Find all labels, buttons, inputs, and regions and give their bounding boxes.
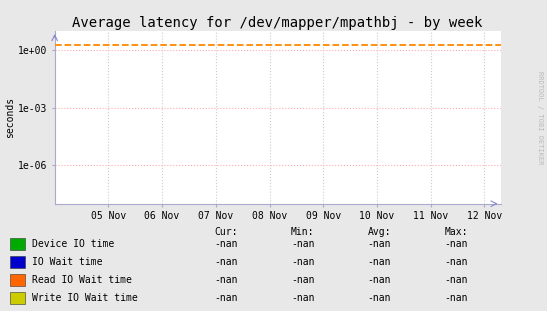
Text: -nan: -nan xyxy=(214,257,238,267)
Text: Device IO time: Device IO time xyxy=(32,239,114,249)
Text: Write IO Wait time: Write IO Wait time xyxy=(32,293,137,303)
Text: -nan: -nan xyxy=(368,239,391,249)
Text: Avg:: Avg: xyxy=(368,227,391,237)
Text: -nan: -nan xyxy=(291,293,315,303)
Text: RRDTOOL / TOBI OETIKER: RRDTOOL / TOBI OETIKER xyxy=(537,72,543,165)
Text: -nan: -nan xyxy=(291,239,315,249)
Text: -nan: -nan xyxy=(214,275,238,285)
Text: -nan: -nan xyxy=(444,275,468,285)
Bar xyxy=(10,274,25,286)
Text: -nan: -nan xyxy=(368,257,391,267)
Text: -nan: -nan xyxy=(291,257,315,267)
Y-axis label: seconds: seconds xyxy=(5,97,15,138)
Text: -nan: -nan xyxy=(444,293,468,303)
Bar xyxy=(10,291,25,304)
Bar xyxy=(10,256,25,268)
Text: -nan: -nan xyxy=(368,275,391,285)
Title: Average latency for /dev/mapper/mpathbj - by week: Average latency for /dev/mapper/mpathbj … xyxy=(72,16,483,30)
Text: -nan: -nan xyxy=(214,239,238,249)
Text: -nan: -nan xyxy=(444,257,468,267)
Text: IO Wait time: IO Wait time xyxy=(32,257,102,267)
Text: -nan: -nan xyxy=(214,293,238,303)
Bar xyxy=(10,238,25,250)
Text: -nan: -nan xyxy=(291,275,315,285)
Text: Max:: Max: xyxy=(444,227,468,237)
Text: Min:: Min: xyxy=(291,227,315,237)
Text: -nan: -nan xyxy=(368,293,391,303)
Text: -nan: -nan xyxy=(444,239,468,249)
Text: Cur:: Cur: xyxy=(214,227,238,237)
Text: Read IO Wait time: Read IO Wait time xyxy=(32,275,132,285)
